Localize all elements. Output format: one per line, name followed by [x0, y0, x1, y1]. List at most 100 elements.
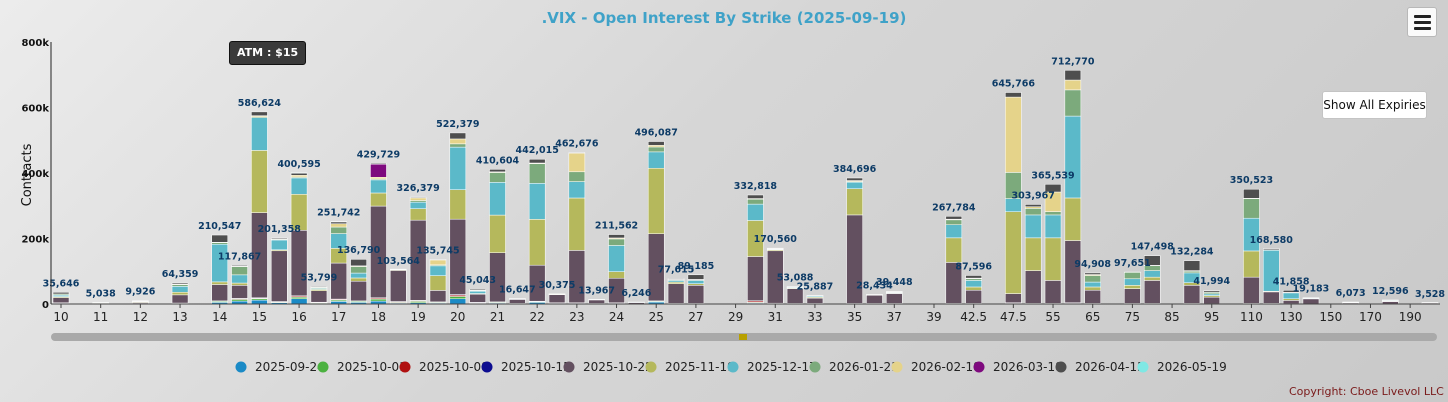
- bar-stack-15.5[interactable]: [270, 237, 288, 305]
- bar-stack-23.5[interactable]: [588, 299, 605, 305]
- bar-stack-16[interactable]: [290, 172, 308, 305]
- bar-segment[interactable]: [945, 237, 963, 263]
- bar-segment[interactable]: [1243, 250, 1260, 278]
- bar-segment[interactable]: [608, 245, 625, 272]
- bar-segment[interactable]: [1084, 281, 1101, 288]
- bar-segment[interactable]: [310, 286, 328, 288]
- bar-segment[interactable]: [370, 298, 387, 302]
- legend-item[interactable]: 2025-10-22: [563, 360, 653, 374]
- bar-stack-60[interactable]: [1064, 70, 1082, 305]
- bar-segment[interactable]: [568, 197, 586, 251]
- bar-segment[interactable]: [251, 299, 268, 305]
- legend-item[interactable]: 2025-09-24: [235, 360, 325, 374]
- menu-button[interactable]: [1407, 7, 1437, 37]
- legend-item[interactable]: 2026-05-19: [1137, 360, 1227, 374]
- bar-stack-20.5[interactable]: [469, 288, 486, 305]
- bar-segment[interactable]: [568, 152, 586, 154]
- bar-segment[interactable]: [330, 221, 348, 225]
- bar-segment[interactable]: [251, 111, 268, 116]
- bar-segment[interactable]: [251, 150, 268, 213]
- bar-stack-27[interactable]: [687, 274, 705, 305]
- bar-stack-40[interactable]: [945, 216, 963, 305]
- legend-item[interactable]: 2026-03-18: [973, 360, 1063, 374]
- bar-stack-22.5[interactable]: [548, 293, 566, 305]
- bar-segment[interactable]: [965, 275, 982, 279]
- bar-stack-21.5[interactable]: [509, 298, 526, 305]
- bar-segment[interactable]: [1044, 214, 1062, 239]
- bar-segment[interactable]: [1124, 271, 1141, 280]
- bar-stack-25[interactable]: [647, 141, 665, 305]
- bar-stack-19[interactable]: [409, 196, 427, 305]
- bar-segment[interactable]: [747, 256, 764, 301]
- bar-segment[interactable]: [965, 286, 982, 291]
- bar-segment[interactable]: [449, 146, 467, 190]
- bar-segment[interactable]: [350, 280, 367, 302]
- bar-stack-24[interactable]: [608, 234, 625, 305]
- bar-segment[interactable]: [231, 282, 248, 286]
- bar-segment[interactable]: [1263, 291, 1280, 304]
- bar-segment[interactable]: [1064, 79, 1082, 91]
- bar-stack-19.5[interactable]: [429, 259, 447, 305]
- bar-segment[interactable]: [489, 169, 506, 173]
- bar-segment[interactable]: [1183, 260, 1201, 271]
- bar-segment[interactable]: [687, 274, 705, 280]
- bar-segment[interactable]: [1263, 248, 1280, 251]
- bar-segment[interactable]: [1005, 293, 1022, 304]
- bar-stack-50[interactable]: [1024, 204, 1042, 305]
- bar-stack-140[interactable]: [1302, 297, 1320, 305]
- bar-stack-37[interactable]: [886, 291, 903, 305]
- bar-stack-21[interactable]: [489, 169, 506, 305]
- bar-segment[interactable]: [310, 290, 328, 303]
- bar-segment[interactable]: [568, 152, 586, 173]
- bar-segment[interactable]: [171, 291, 189, 296]
- bar-segment[interactable]: [1282, 300, 1300, 304]
- bar-segment[interactable]: [1024, 204, 1042, 207]
- bar-segment[interactable]: [449, 132, 467, 140]
- bar-segment[interactable]: [231, 265, 248, 267]
- bar-segment[interactable]: [647, 168, 665, 235]
- bar-stack-26[interactable]: [667, 278, 685, 305]
- bar-segment[interactable]: [171, 294, 189, 304]
- bar-segment[interactable]: [687, 285, 705, 304]
- bar-segment[interactable]: [489, 182, 506, 216]
- bar-segment[interactable]: [1084, 272, 1101, 275]
- bar-segment[interactable]: [290, 298, 308, 305]
- bar-segment[interactable]: [608, 234, 625, 239]
- bar-segment[interactable]: [647, 141, 665, 146]
- bar-stack-95[interactable]: [1203, 290, 1221, 305]
- bar-segment[interactable]: [469, 290, 486, 294]
- bar-segment[interactable]: [1243, 188, 1260, 199]
- bar-segment[interactable]: [588, 299, 605, 304]
- bar-stack-22[interactable]: [528, 158, 546, 305]
- bar-segment[interactable]: [409, 196, 427, 199]
- bar-segment[interactable]: [370, 163, 387, 165]
- bar-segment[interactable]: [608, 271, 625, 279]
- bar-segment[interactable]: [647, 146, 665, 153]
- bar-stack-65[interactable]: [1084, 272, 1101, 305]
- bar-segment[interactable]: [370, 179, 387, 194]
- bar-stack-47.5[interactable]: [1005, 92, 1022, 305]
- legend-item[interactable]: 2025-10-01: [317, 360, 407, 374]
- bar-segment[interactable]: [1064, 115, 1082, 199]
- bar-segment[interactable]: [350, 277, 367, 282]
- bar-stack-14.5[interactable]: [231, 265, 248, 305]
- bar-segment[interactable]: [747, 203, 764, 221]
- bar-segment[interactable]: [667, 283, 685, 304]
- bar-segment[interactable]: [767, 247, 784, 249]
- bar-segment[interactable]: [449, 296, 467, 300]
- legend-item[interactable]: 2025-12-17: [727, 360, 817, 374]
- bar-segment[interactable]: [568, 181, 586, 199]
- bar-segment[interactable]: [52, 297, 70, 304]
- bar-stack-18.5[interactable]: [390, 268, 407, 305]
- bar-segment[interactable]: [1143, 255, 1161, 266]
- bar-segment[interactable]: [489, 172, 506, 183]
- bar-segment[interactable]: [1044, 184, 1062, 193]
- bar-stack-36[interactable]: [866, 294, 883, 305]
- bar-segment[interactable]: [1024, 214, 1042, 239]
- bar-stack-55[interactable]: [1044, 184, 1062, 305]
- bar-segment[interactable]: [1024, 208, 1042, 216]
- bar-stack-33[interactable]: [806, 295, 824, 305]
- bar-segment[interactable]: [350, 272, 367, 279]
- bar-segment[interactable]: [568, 171, 586, 182]
- bar-segment[interactable]: [1084, 275, 1101, 283]
